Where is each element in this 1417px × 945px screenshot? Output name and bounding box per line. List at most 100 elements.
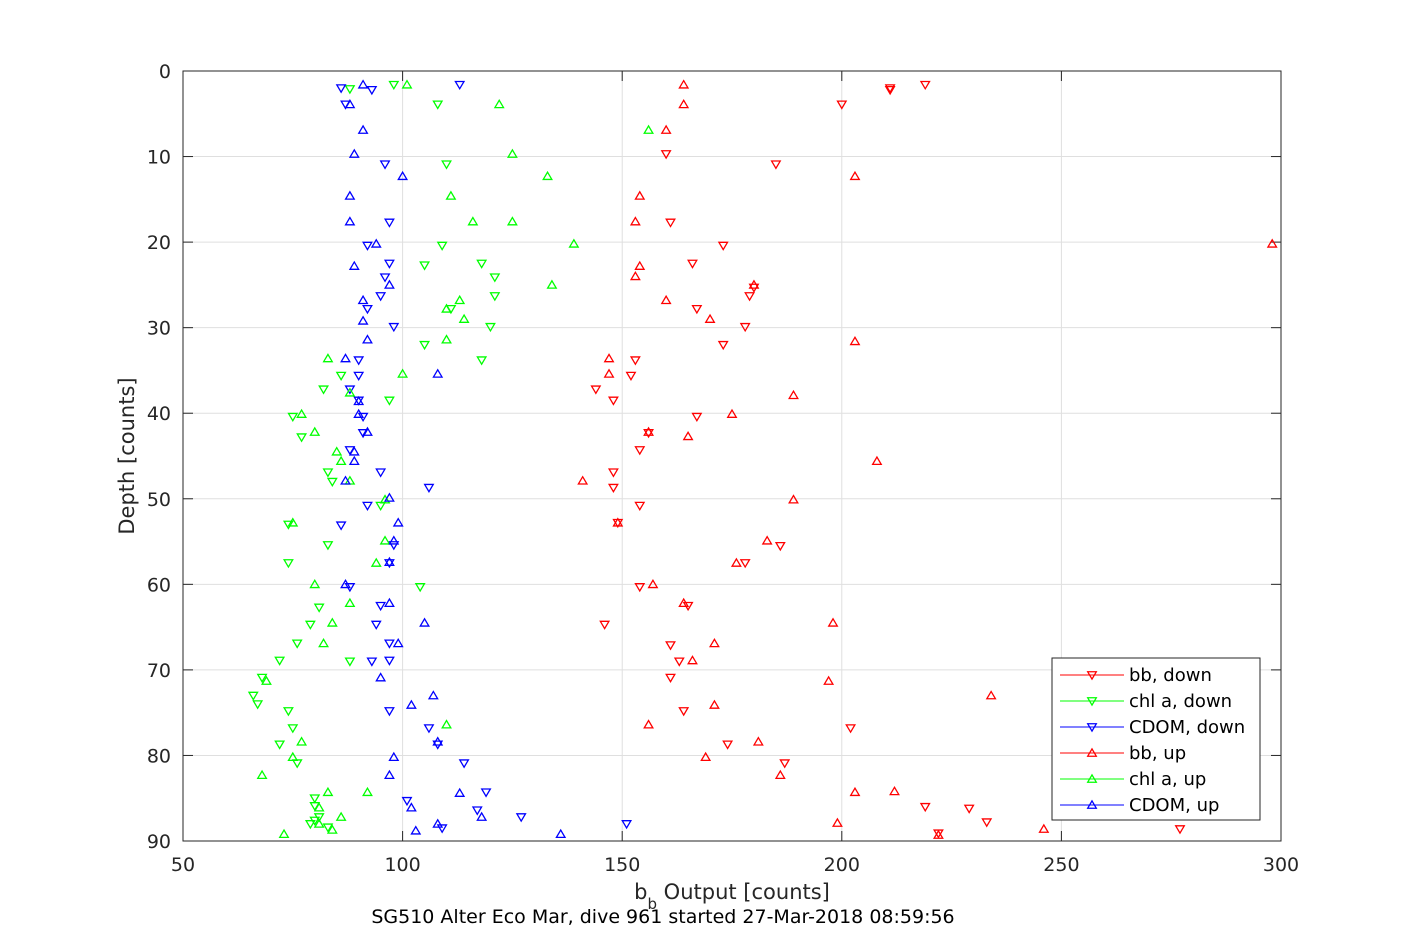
data-point — [296, 408, 308, 418]
data-point — [722, 740, 734, 750]
data-point — [383, 559, 395, 569]
data-point — [467, 216, 479, 226]
data-point — [823, 675, 835, 685]
data-markers — [247, 79, 1278, 839]
data-point — [256, 673, 268, 683]
data-point — [546, 279, 558, 289]
data-point — [476, 356, 488, 366]
data-point — [634, 446, 646, 456]
data-point — [485, 322, 496, 333]
data-point — [401, 796, 413, 807]
data-point — [318, 637, 329, 648]
data-point — [665, 673, 676, 683]
data-point — [340, 353, 351, 363]
y-tick-label: 30 — [147, 318, 171, 340]
data-point — [405, 699, 417, 709]
data-point — [379, 160, 391, 170]
data-point — [335, 521, 347, 531]
data-point — [471, 806, 483, 816]
axis-ticks: 50 100 150 200 250 300 0 10 20 30 40 50 60 70 80 90 — [147, 61, 1299, 876]
data-point — [779, 759, 791, 769]
data-point — [274, 656, 286, 666]
data-point — [313, 603, 325, 613]
data-point — [362, 304, 373, 315]
legend-marker — [1086, 773, 1098, 783]
x-axis-label: bb Output [counts] — [634, 880, 830, 913]
data-point — [388, 80, 400, 91]
data-point — [419, 340, 430, 351]
data-point — [344, 85, 356, 95]
data-point — [621, 820, 633, 830]
data-point — [678, 707, 690, 717]
data-point — [379, 535, 391, 545]
data-point — [700, 751, 712, 762]
data-point — [344, 98, 356, 109]
data-point — [691, 304, 703, 315]
data-point — [348, 455, 360, 466]
data-point — [247, 691, 259, 701]
data-point — [634, 501, 646, 511]
y-tick-label: 10 — [147, 147, 171, 169]
data-point — [379, 273, 391, 283]
data-point — [849, 170, 861, 181]
data-point — [383, 769, 395, 779]
y-tick-label: 0 — [159, 61, 171, 83]
data-point — [441, 303, 452, 313]
data-point — [366, 657, 378, 667]
data-point — [884, 84, 896, 94]
data-point — [287, 412, 299, 423]
data-point — [383, 218, 395, 228]
data-point — [476, 259, 488, 269]
data-point — [708, 637, 720, 648]
data-point — [845, 724, 857, 734]
data-point — [287, 751, 299, 762]
data-point — [643, 429, 654, 439]
data-point — [304, 620, 316, 630]
y-tick-label: 40 — [147, 403, 171, 425]
data-point — [730, 557, 742, 567]
data-point — [370, 620, 382, 630]
data-point — [388, 322, 400, 333]
data-point — [871, 455, 883, 466]
data-point — [296, 736, 308, 746]
data-point — [963, 804, 975, 814]
data-point — [388, 751, 400, 762]
data-point — [476, 811, 488, 821]
data-point — [362, 501, 373, 511]
legend-marker — [1086, 697, 1098, 707]
data-point — [682, 430, 694, 441]
data-point — [849, 335, 861, 346]
legend-marker — [1086, 723, 1098, 733]
data-point — [634, 583, 646, 593]
data-point — [340, 475, 351, 485]
data-point — [322, 786, 334, 797]
data-point — [687, 655, 698, 665]
data-point — [599, 620, 611, 630]
y-tick-label: 80 — [147, 745, 171, 767]
x-axis-label-rest: Output [counts] — [657, 880, 830, 904]
data-point — [493, 98, 505, 109]
data-point — [1266, 238, 1278, 248]
data-point — [370, 238, 382, 248]
data-point — [383, 639, 395, 649]
data-point — [704, 313, 716, 323]
data-point — [1038, 823, 1050, 833]
data-point — [309, 578, 321, 589]
data-point — [555, 828, 567, 839]
data-point — [752, 736, 764, 746]
plot-frame — [182, 70, 1282, 842]
data-point — [643, 426, 654, 436]
data-point — [344, 387, 356, 397]
data-point — [889, 786, 900, 796]
data-point — [348, 446, 360, 456]
data-point — [313, 802, 325, 812]
data-point — [629, 356, 641, 366]
data-point — [362, 786, 373, 797]
data-point — [607, 468, 619, 478]
data-point — [884, 85, 896, 96]
legend-marker — [1086, 671, 1098, 681]
data-point — [252, 700, 264, 710]
data-point — [458, 313, 470, 323]
data-point — [357, 124, 369, 134]
